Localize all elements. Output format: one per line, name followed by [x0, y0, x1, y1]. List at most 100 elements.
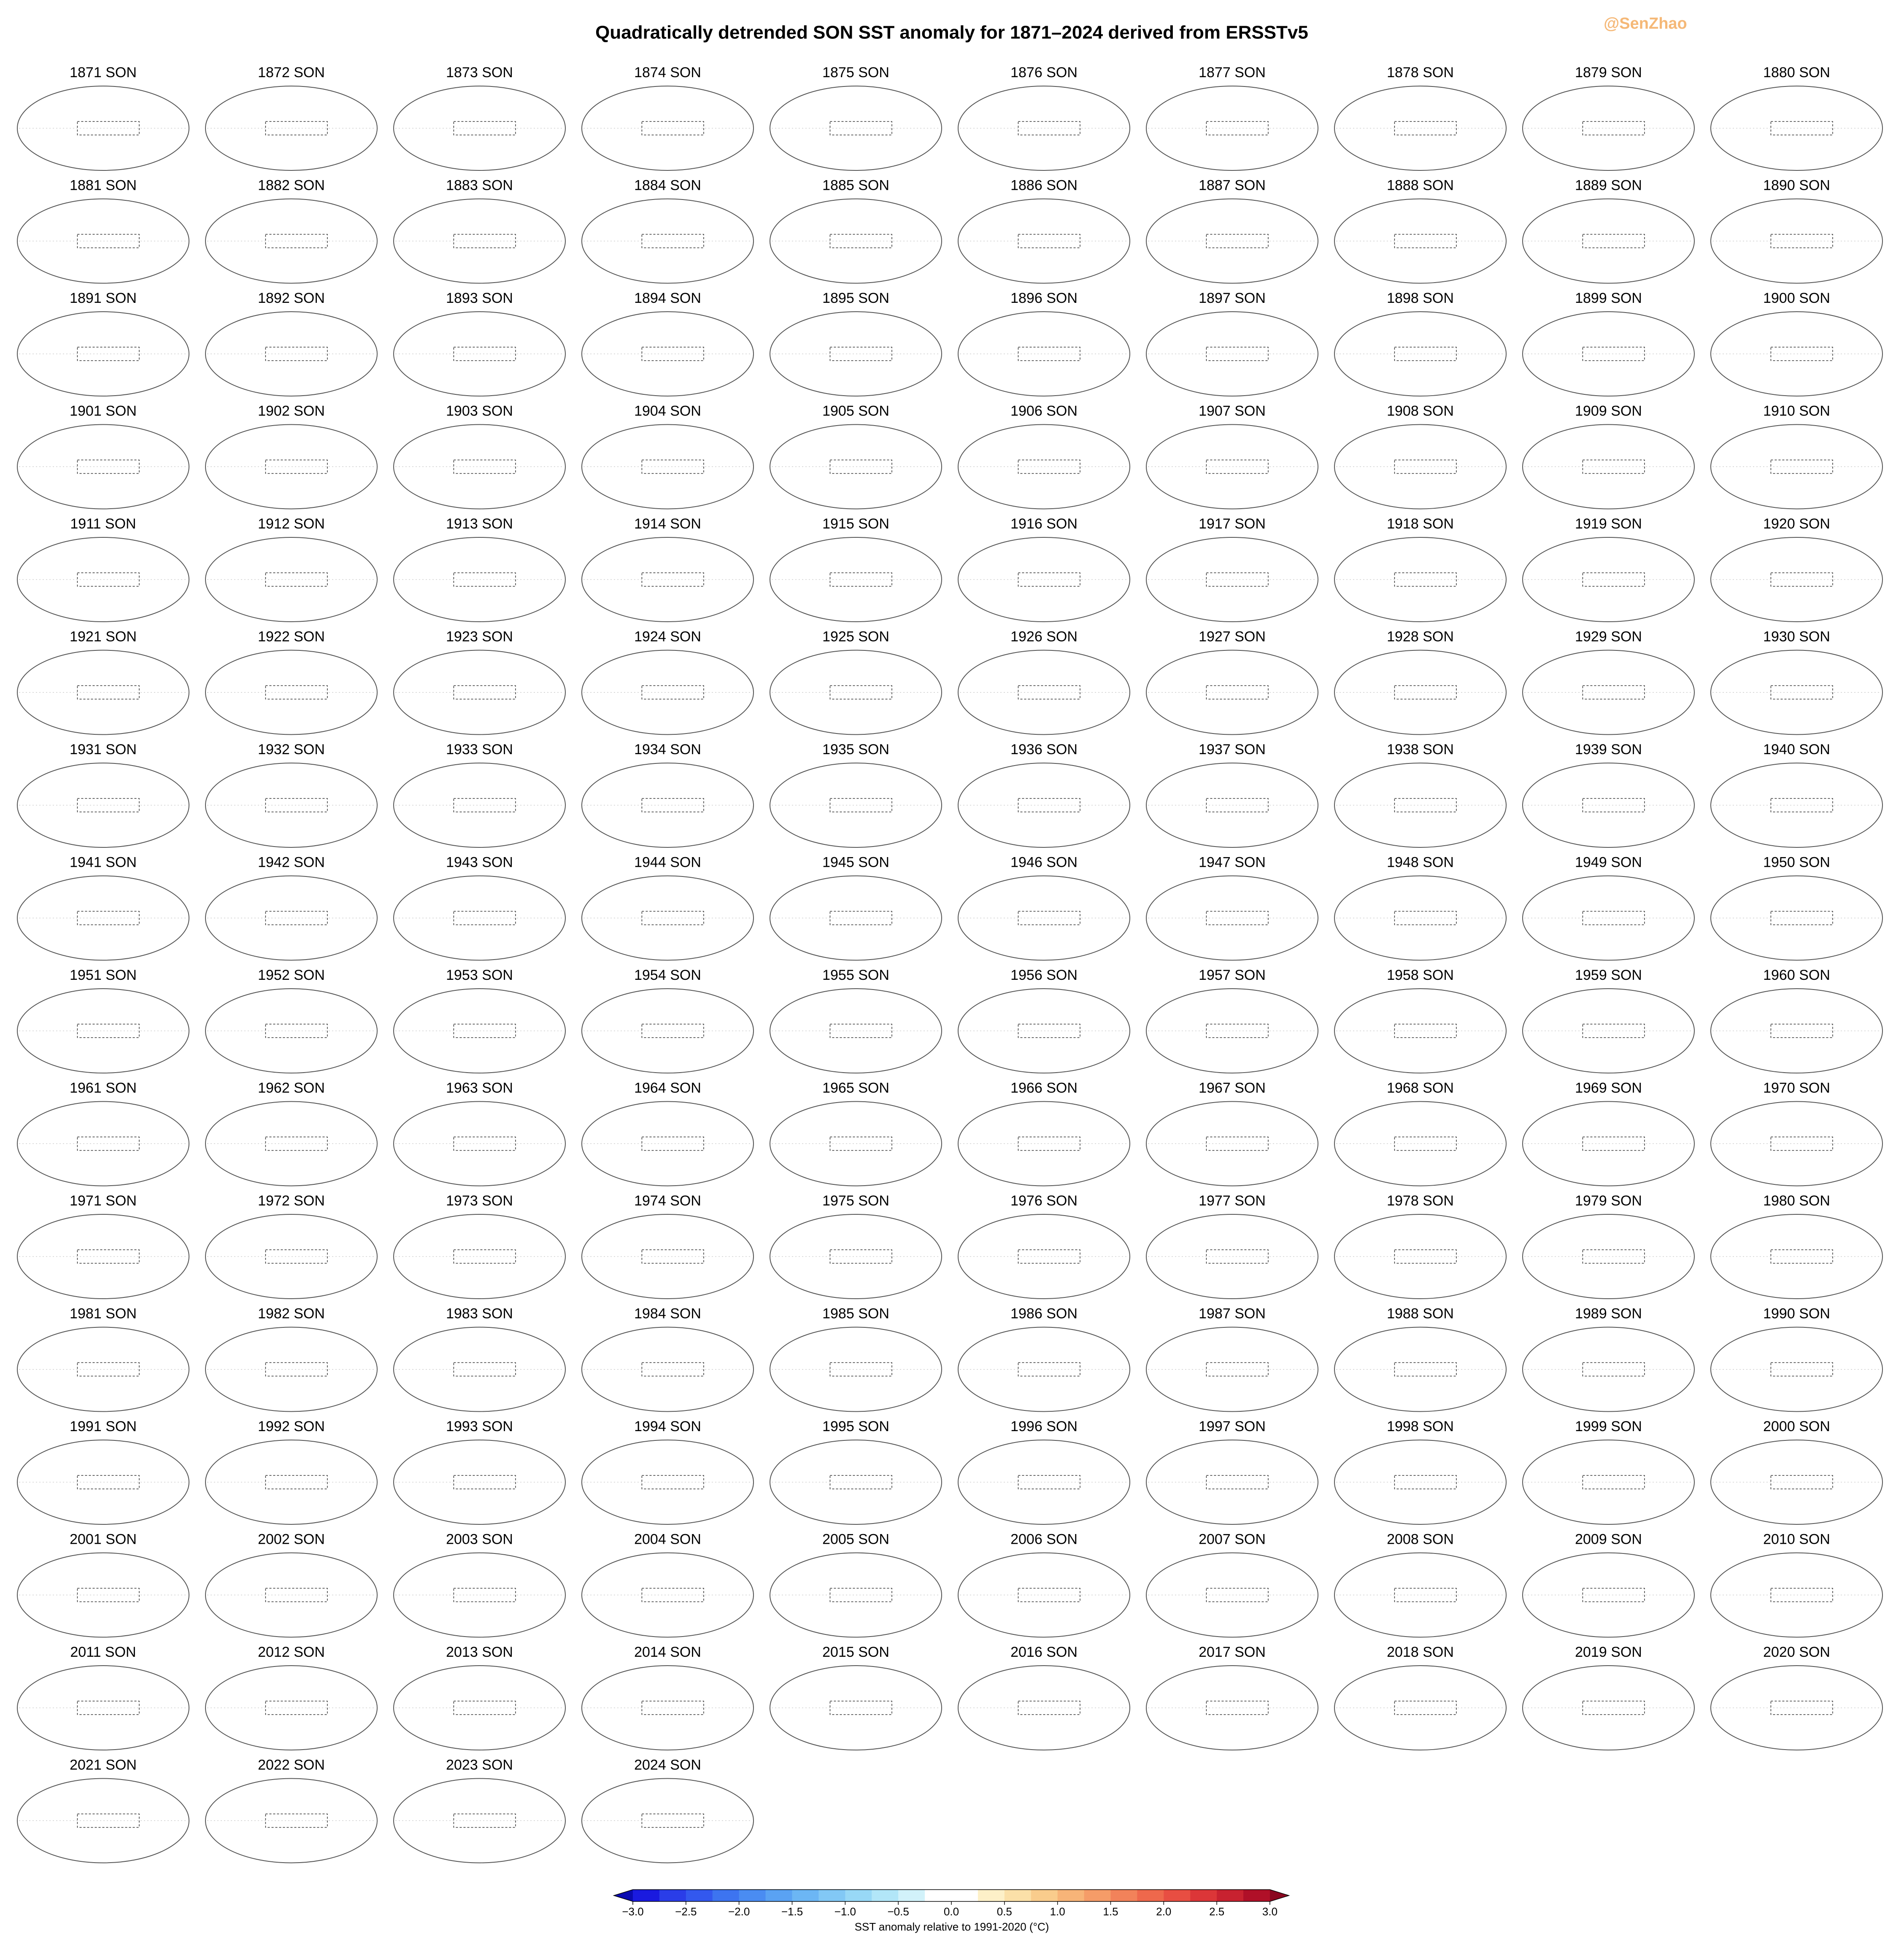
nino-box: [453, 234, 516, 248]
map-frame: [1334, 1214, 1507, 1299]
panel-title: 1924 SON: [634, 628, 701, 644]
map-panel: 1942 SON: [205, 854, 378, 961]
map-panel: 1890 SON: [1710, 177, 1883, 284]
map-panel: 1970 SON: [1710, 1080, 1883, 1186]
nino-box: [77, 685, 140, 700]
panel-title: 1891 SON: [70, 290, 137, 306]
panel-title: 1997 SON: [1199, 1418, 1266, 1435]
panel-title: 2020 SON: [1763, 1644, 1830, 1660]
map-panel: 1956 SON: [958, 967, 1130, 1073]
colorbar-extend-under: [614, 1890, 633, 1901]
panel-title: 1980 SON: [1763, 1193, 1830, 1209]
panel-title: 1993 SON: [446, 1418, 513, 1435]
colorbar-swatch: [845, 1890, 872, 1901]
map-frame: [1334, 1440, 1507, 1525]
colorbar-swatch: [978, 1890, 1005, 1901]
nino-box: [1206, 1136, 1269, 1151]
nino-box: [1582, 1249, 1645, 1264]
map-frame: [393, 1327, 566, 1412]
map-panel: 1918 SON: [1334, 516, 1507, 622]
colorbar-tick-label: 0.5: [997, 1905, 1012, 1918]
map-panel: 1886 SON: [958, 177, 1130, 284]
map-panel: 1996 SON: [958, 1418, 1130, 1525]
panel-title: 2014 SON: [634, 1644, 701, 1660]
map-frame: [205, 1101, 378, 1186]
map-panel: 1991 SON: [17, 1418, 189, 1525]
colorbar-swatch: [792, 1890, 819, 1901]
map-panel: 1973 SON: [393, 1193, 566, 1299]
map-frame: [581, 311, 754, 396]
panel-title: 1908 SON: [1387, 403, 1454, 419]
nino-box: [829, 572, 892, 587]
map-frame: [17, 875, 189, 961]
panel-title: 1959 SON: [1575, 967, 1642, 983]
nino-box: [1018, 1475, 1080, 1489]
panel-title: 1990 SON: [1763, 1305, 1830, 1321]
map-frame: [581, 1552, 754, 1638]
map-frame: [1522, 537, 1695, 622]
panel-title: 1964 SON: [634, 1080, 701, 1096]
map-panel: 1993 SON: [393, 1418, 566, 1525]
panel-title: 1913 SON: [446, 516, 513, 532]
map-frame: [393, 988, 566, 1073]
nino-box: [641, 1136, 704, 1151]
map-frame: [770, 424, 942, 510]
map-frame: [1522, 1552, 1695, 1638]
nino-box: [265, 798, 328, 812]
nino-box: [1018, 459, 1080, 474]
map-frame: [1146, 1327, 1318, 1412]
colorbar-tick-label: 1.5: [1103, 1905, 1118, 1918]
map-frame: [770, 537, 942, 622]
map-frame: [1522, 650, 1695, 735]
panel-title: 1930 SON: [1763, 628, 1830, 644]
nino-box: [453, 1249, 516, 1264]
nino-box: [641, 911, 704, 925]
map-frame: [770, 198, 942, 284]
map-frame: [958, 1440, 1130, 1525]
panel-title: 2012 SON: [258, 1644, 325, 1660]
panel-title: 1915 SON: [822, 516, 889, 532]
panel-title: 1965 SON: [822, 1080, 889, 1096]
panel-title: 1920 SON: [1763, 516, 1830, 532]
nino-box: [1394, 1475, 1457, 1489]
nino-box: [77, 798, 140, 812]
panel-title: 1943 SON: [446, 854, 513, 870]
map-frame: [393, 1665, 566, 1750]
map-frame: [17, 1327, 189, 1412]
map-frame: [958, 424, 1130, 510]
panel-title: 2009 SON: [1575, 1531, 1642, 1547]
nino-box: [77, 911, 140, 925]
panel-title: 1945 SON: [822, 854, 889, 870]
nino-box: [1394, 911, 1457, 925]
map-panel: 1881 SON: [17, 177, 189, 284]
map-panel: 1891 SON: [17, 290, 189, 396]
panel-title: 1970 SON: [1763, 1080, 1830, 1096]
map-frame: [1334, 86, 1507, 171]
map-panel: 1926 SON: [958, 628, 1130, 735]
map-frame: [17, 537, 189, 622]
colorbar-swatch: [1031, 1890, 1058, 1901]
nino-box: [641, 1249, 704, 1264]
panel-title: 1994 SON: [634, 1418, 701, 1435]
nino-box: [265, 1249, 328, 1264]
map-frame: [393, 1552, 566, 1638]
nino-box: [829, 234, 892, 248]
panel-title: 1896 SON: [1010, 290, 1078, 306]
map-frame: [1710, 1552, 1883, 1638]
colorbar-tick-label: 3.0: [1262, 1905, 1277, 1918]
map-frame: [1522, 198, 1695, 284]
nino-box: [1582, 1024, 1645, 1038]
panel-title: 1968 SON: [1387, 1080, 1454, 1096]
panel-title: 1872 SON: [258, 65, 325, 81]
panel-title: 1989 SON: [1575, 1305, 1642, 1321]
map-frame: [1146, 1440, 1318, 1525]
map-frame: [205, 311, 378, 396]
map-panel: 1913 SON: [393, 516, 566, 622]
panel-title: 1873 SON: [446, 65, 513, 81]
nino-box: [1770, 798, 1833, 812]
nino-box: [829, 121, 892, 135]
panel-title: 1902 SON: [258, 403, 325, 419]
map-panel: 2002 SON: [205, 1531, 378, 1638]
map-panel: 1958 SON: [1334, 967, 1507, 1073]
panel-title: 1898 SON: [1387, 290, 1454, 306]
